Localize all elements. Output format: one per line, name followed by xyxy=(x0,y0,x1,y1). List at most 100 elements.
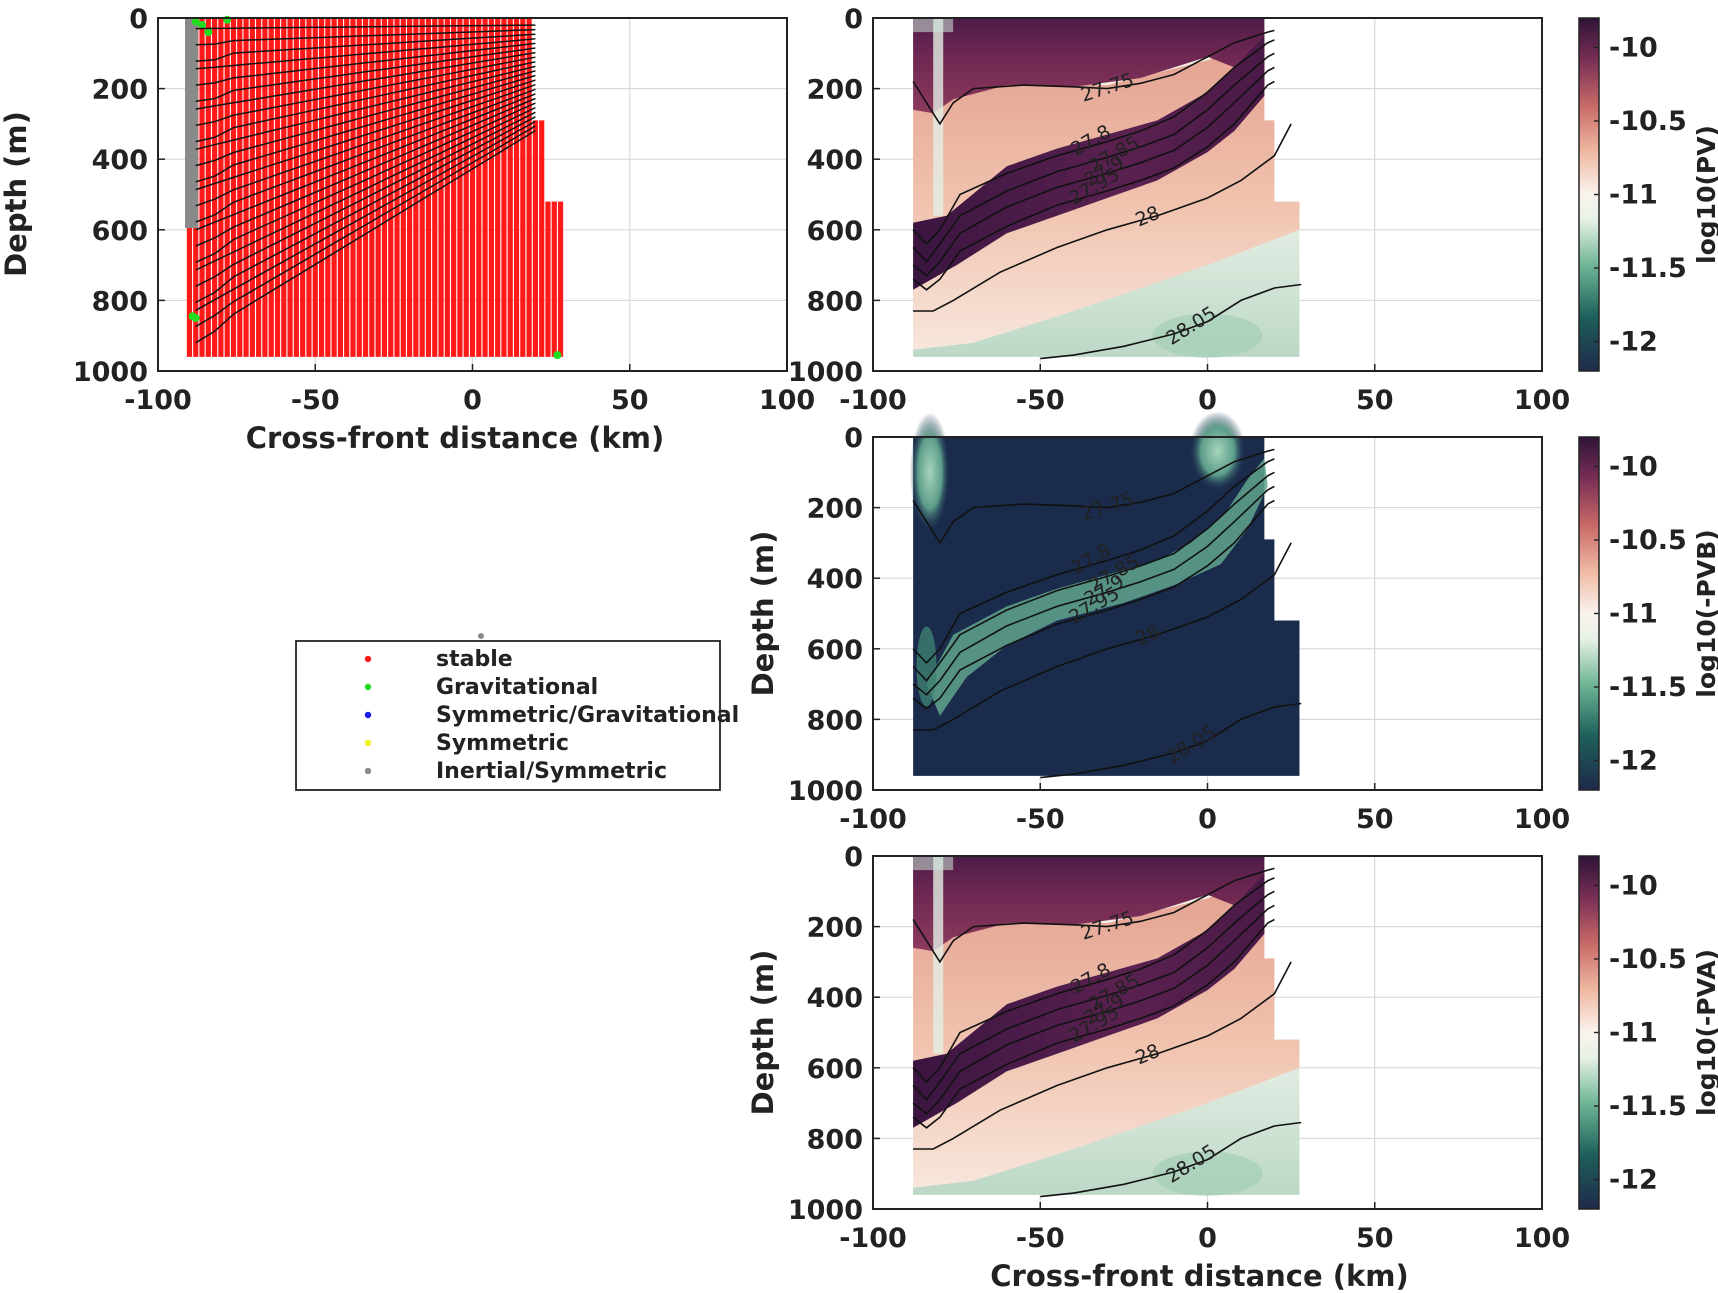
colorbar-tick-label: -11.5 xyxy=(1609,672,1687,703)
y-tick-label: 400 xyxy=(807,145,863,176)
stable-profile xyxy=(243,18,249,357)
x-tick-label: 100 xyxy=(1514,1223,1570,1254)
heatmap-stripe xyxy=(933,18,944,216)
y-axis-label: Depth (m) xyxy=(746,531,780,697)
x-tick-label: 50 xyxy=(1356,804,1394,835)
isopycnal-line xyxy=(195,33,536,62)
isopycnal-line xyxy=(195,83,536,207)
stable-profile xyxy=(331,18,337,357)
heatmap-patch xyxy=(1152,1151,1263,1196)
heatmap-blob xyxy=(909,412,950,533)
stable-profile xyxy=(381,18,388,357)
isopycnal-line xyxy=(195,74,536,183)
legend-marker xyxy=(364,683,372,691)
colorbar-tick-label: -10 xyxy=(1609,32,1658,63)
stable-profile xyxy=(488,18,494,357)
stable-profile xyxy=(256,18,262,357)
x-axis-label: Cross-front distance (km) xyxy=(246,421,665,455)
isopycnal-line xyxy=(195,111,536,287)
heatmap-blob xyxy=(916,626,937,707)
legend-label: stable xyxy=(436,647,513,672)
stable-profile xyxy=(262,18,268,357)
stable-profile xyxy=(513,18,520,357)
x-tick-label: 50 xyxy=(1356,1223,1394,1254)
isopycnal-line xyxy=(912,867,1275,964)
stable-profile xyxy=(318,18,325,357)
isopycnal-line xyxy=(912,66,1275,277)
x-tick-label: 100 xyxy=(1514,804,1570,835)
isopycnal-contours xyxy=(195,24,536,344)
y-tick-label: 600 xyxy=(807,1054,863,1085)
gravitational-point xyxy=(223,15,232,24)
y-tick-label: 0 xyxy=(844,423,863,454)
y-tick-label: 1000 xyxy=(788,357,863,388)
stable-profile xyxy=(482,18,488,357)
stable-profile xyxy=(356,18,362,357)
stable-profile xyxy=(419,18,425,357)
isopycnal-line xyxy=(195,28,536,46)
y-tick-label: 400 xyxy=(807,983,863,1014)
isopycnal-line xyxy=(195,65,536,151)
colorbar-tick-label: -10 xyxy=(1609,870,1658,901)
heatmap-layer xyxy=(913,856,1265,952)
colorbar: -10 -10.5 -11 -11.5 -12 log10(-PVA) xyxy=(1578,855,1718,1210)
isopycnal-line xyxy=(912,29,1275,126)
colorbar-tick-label: -11.5 xyxy=(1609,1091,1687,1122)
stable-profile xyxy=(507,18,513,357)
stable-profile xyxy=(501,18,507,357)
stray-marker xyxy=(478,633,484,639)
stable-profile xyxy=(432,18,438,357)
x-tick-label: 0 xyxy=(1198,1223,1217,1254)
y-tick-label: 400 xyxy=(807,564,863,595)
y-tick-label: 400 xyxy=(92,145,148,176)
isopycnal-line xyxy=(913,123,1292,312)
isopycnal-line xyxy=(195,47,536,103)
y-tick-label: 800 xyxy=(807,1124,863,1155)
y-axis-label: Depth (m) xyxy=(746,950,780,1116)
heatmap-layer xyxy=(913,18,1265,114)
isopycnal-line xyxy=(912,52,1275,263)
stable-profile xyxy=(369,18,375,357)
colorbar-tick-label: -11 xyxy=(1609,180,1658,211)
x-tick-label: 100 xyxy=(1514,385,1570,416)
y-tick-label: 1000 xyxy=(788,776,863,807)
isopycnal-line xyxy=(912,877,1275,1084)
legend-label: Inertial/Symmetric xyxy=(436,759,667,784)
stable-profile xyxy=(463,18,469,357)
stable-profile xyxy=(362,18,369,357)
legend-marker xyxy=(364,655,372,663)
isopycnal-line xyxy=(1040,702,1302,779)
x-tick-label: -50 xyxy=(1016,385,1065,416)
stable-profile xyxy=(375,18,381,357)
gravitational-point xyxy=(191,314,200,323)
stable-profile xyxy=(457,18,463,357)
stable-profile xyxy=(394,18,400,357)
isopycnal-line xyxy=(195,38,536,70)
heatmap-stripe xyxy=(913,856,954,871)
x-tick-label: 50 xyxy=(611,385,649,416)
y-tick-label: 200 xyxy=(807,75,863,106)
stable-profile xyxy=(230,18,237,357)
heatmap-patch xyxy=(1152,313,1263,358)
legend-label: Symmetric/Gravitational xyxy=(436,703,739,728)
isopycnal-line xyxy=(195,120,536,311)
stable-profile xyxy=(293,18,299,357)
x-tick-label: 0 xyxy=(463,385,482,416)
isopycnal-line xyxy=(195,107,536,271)
isopycnal-line xyxy=(912,918,1275,1129)
isopycnal-line xyxy=(195,88,536,223)
stable-profile xyxy=(212,18,218,357)
colorbar-label: log10(-PVA) xyxy=(1692,949,1718,1116)
colorbar-tick-label: -11 xyxy=(1609,599,1658,630)
isopycnal-line xyxy=(913,542,1292,731)
y-tick-label: 600 xyxy=(92,216,148,247)
isopycnal-line xyxy=(195,97,536,247)
isopycnal-line xyxy=(912,448,1275,545)
colorbar-tick-label: -12 xyxy=(1609,327,1658,358)
gravitational-point xyxy=(204,28,213,37)
x-tick-label: -100 xyxy=(839,804,907,835)
colorbar-tick-label: -10.5 xyxy=(1609,106,1687,137)
